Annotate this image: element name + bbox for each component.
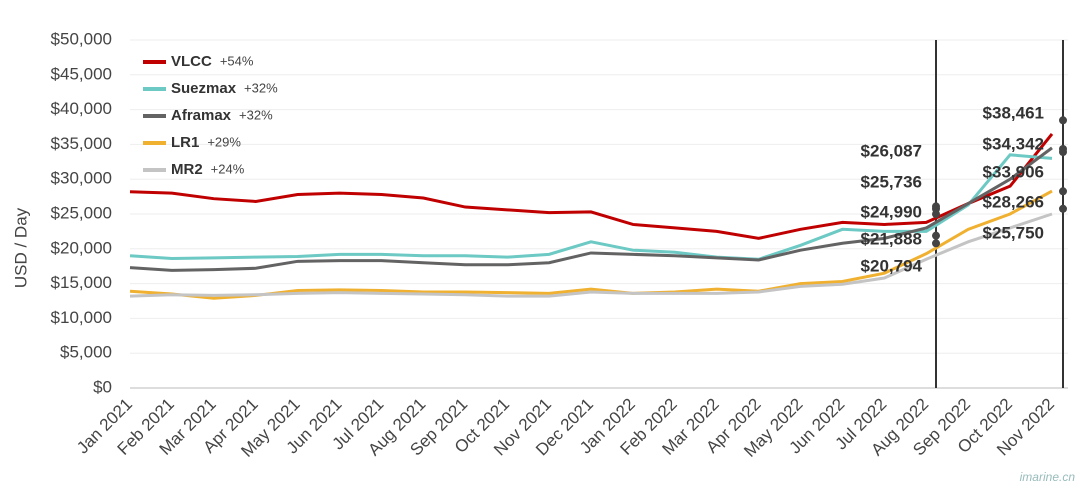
y-tick-label: $35,000 — [51, 134, 112, 153]
watermark: imarine.cn — [1020, 470, 1076, 484]
marker-dot — [932, 210, 940, 219]
y-tick-label: $10,000 — [51, 308, 112, 327]
series-line — [129, 212, 1053, 298]
marker-label: $34,342 — [983, 134, 1044, 153]
series-line — [129, 189, 1053, 300]
series-line — [129, 153, 1053, 261]
marker-label: $20,794 — [861, 256, 923, 275]
y-tick-label: $20,000 — [51, 238, 112, 257]
legend-label: LR1 — [171, 134, 199, 151]
legend-label: Aframax — [171, 107, 232, 124]
legend-change: +54% — [220, 53, 254, 68]
legend-label: MR2 — [171, 161, 203, 178]
y-tick-label: $45,000 — [51, 64, 112, 83]
legend-label: Suezmax — [171, 80, 237, 97]
marker-label: $33,906 — [983, 162, 1044, 181]
y-tick-label: $15,000 — [51, 273, 112, 292]
marker-label: $21,888 — [861, 229, 922, 248]
y-tick-label: $5,000 — [60, 343, 112, 362]
y-axis-label: USD / Day — [11, 207, 30, 288]
series-line — [129, 146, 1053, 272]
marker-label: $24,990 — [861, 202, 922, 221]
y-tick-label: $30,000 — [51, 169, 112, 188]
legend-label: VLCC — [171, 53, 212, 70]
marker-dot — [1059, 204, 1067, 213]
legend-change: +32% — [239, 107, 273, 122]
series-line — [129, 133, 1054, 240]
legend-change: +32% — [244, 80, 278, 95]
marker-label: $26,087 — [861, 141, 922, 160]
y-tick-label: $0 — [93, 377, 112, 396]
marker-label: $25,750 — [983, 223, 1044, 242]
marker-dot — [932, 231, 940, 240]
marker-label: $25,736 — [861, 172, 922, 191]
marker-dot — [932, 239, 940, 248]
marker-label: $38,461 — [983, 103, 1044, 122]
y-tick-label: $25,000 — [51, 203, 112, 222]
marker-dot — [1059, 116, 1067, 125]
legend-change: +24% — [211, 161, 245, 176]
marker-dot — [1059, 148, 1067, 157]
y-tick-label: $40,000 — [51, 99, 112, 118]
marker-label: $28,266 — [983, 192, 1044, 211]
y-tick-label: $50,000 — [51, 29, 112, 48]
marker-dot — [1059, 187, 1067, 196]
legend-change: +29% — [207, 134, 241, 149]
